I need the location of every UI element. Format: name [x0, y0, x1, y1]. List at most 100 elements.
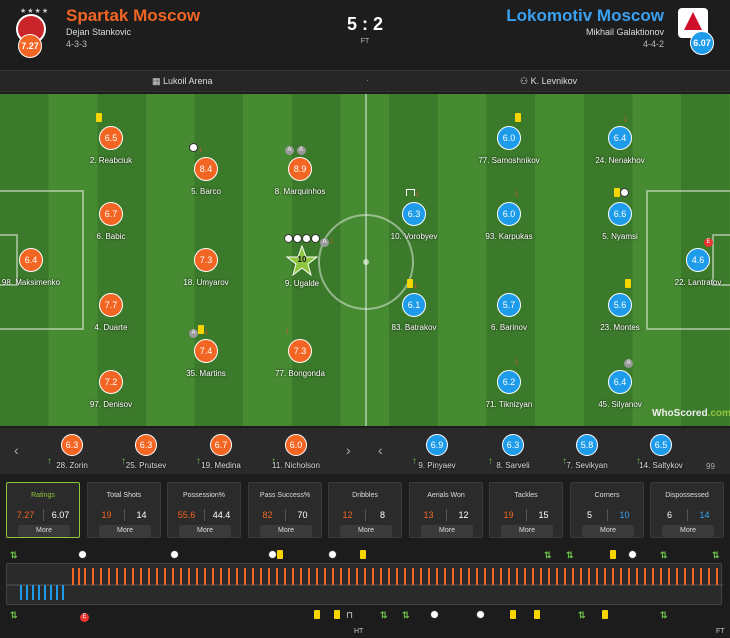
sub-player[interactable]: 5.8 7. Sevikyan ↑ [552, 434, 622, 470]
player-card[interactable]: 7.3 18. Umyarov [171, 248, 241, 287]
yellow-card-icon[interactable] [314, 610, 320, 621]
chevron-left-icon[interactable]: ‹ [14, 442, 19, 458]
player-card[interactable]: 6.4 98. Maksimenko [0, 248, 66, 287]
home-manager: Dejan Stankovic [66, 27, 132, 37]
goal-icon[interactable] [170, 550, 179, 561]
player-card[interactable]: 6.4 24. Nenakhov [585, 126, 655, 165]
stat-home: 82 [262, 510, 273, 520]
stat-aerials-won[interactable]: Aerials Won 13 12 More [409, 482, 483, 538]
player-card[interactable]: 6.4 45. Silyanov [585, 370, 655, 409]
stat-away: 6.07 [51, 510, 70, 520]
away-team-rating: 6.07 [690, 31, 714, 55]
more-button[interactable]: More [662, 525, 714, 537]
more-button[interactable]: More [582, 525, 634, 537]
yellow-card-icon[interactable] [610, 550, 616, 561]
player-card[interactable]: 7.7 4. Duarte [76, 293, 146, 332]
player-card[interactable]: 7.4 35. Martins [171, 339, 241, 378]
home-team-rating: 7.27 [18, 34, 42, 58]
yellow-card-icon[interactable] [360, 550, 366, 561]
stat-away: 44.4 [212, 510, 231, 520]
chevron-left-icon[interactable]: ‹ [378, 442, 383, 458]
player-card[interactable]: 4.6 22. Lantratov [663, 248, 730, 287]
sub-icon[interactable]: ⇅ [380, 610, 388, 620]
player-name: 18. Umyarov [183, 278, 229, 287]
goal-icon[interactable] [328, 550, 337, 561]
chevron-right-icon[interactable]: › [346, 442, 351, 458]
error-icon[interactable]: E [80, 610, 89, 622]
more-button[interactable]: More [340, 525, 392, 537]
goal-icon[interactable] [430, 610, 439, 621]
stat-home: 6 [666, 510, 672, 520]
stat-possession[interactable]: Possession% 55.6 44.4 More [167, 482, 241, 538]
sub-icon[interactable]: ⇅ [660, 610, 668, 620]
player-card[interactable]: 6.5 2. Reabciuk [76, 126, 146, 165]
sub-icon[interactable]: ⇅ [10, 550, 18, 560]
venue: ▦ Lukoil Arena [152, 76, 213, 86]
stat-divider [204, 509, 205, 521]
player-card[interactable]: 6.1 83. Batrakov [379, 293, 449, 332]
sub-player[interactable]: 6.3 8. Sarveli ↑ [478, 434, 548, 470]
stat-ratings[interactable]: Ratings 7.27 6.07 More [6, 482, 80, 538]
player-rating: 6.7 [99, 202, 123, 226]
away-crest-icon[interactable] [678, 8, 708, 38]
yellow-card-icon[interactable] [534, 610, 540, 621]
more-button[interactable]: More [18, 525, 70, 537]
stat-total-shots[interactable]: Total Shots 19 14 More [87, 482, 161, 538]
more-button[interactable]: More [421, 525, 473, 537]
player-card[interactable]: 6.6 5. Nyamsi [585, 202, 655, 241]
goal-icon[interactable] [78, 550, 87, 561]
sub-icon[interactable]: ⇅ [660, 550, 668, 560]
sub-player[interactable]: 6.9 9. Pinyaev ↑ [402, 434, 472, 470]
stat-dispossessed[interactable]: Dispossessed 6 14 More [650, 482, 724, 538]
stat-pass-success[interactable]: Pass Success% 82 70 More [248, 482, 322, 538]
player-card[interactable]: 8.4 5. Barco [171, 157, 241, 196]
sub-icon[interactable]: ⇅ [578, 610, 586, 620]
yellow-card-icon[interactable] [334, 610, 340, 621]
yellow-card-icon[interactable] [510, 610, 516, 621]
stat-dribbles[interactable]: Dribbles 12 8 More [328, 482, 402, 538]
player-card[interactable]: 6.3 10. Vorobyev [379, 202, 449, 241]
player-card[interactable]: 7.2 97. Denisov [76, 370, 146, 409]
substitutes-bar: ‹ 6.3 28. Zorin ↑ 6.3 25. Prutsev ↑ 6.7 … [0, 428, 730, 474]
more-button[interactable]: More [179, 525, 231, 537]
sub-icon[interactable]: ⇅ [544, 550, 552, 560]
player-name: 23. Montes [600, 323, 640, 332]
stat-home: 7.27 [16, 510, 35, 520]
more-button[interactable]: More [501, 525, 553, 537]
player-card[interactable]: 6.0 93. Karpukas [474, 202, 544, 241]
goal-icon[interactable] [628, 550, 637, 561]
home-team-name[interactable]: Spartak Moscow [66, 6, 201, 25]
more-button[interactable]: More [99, 525, 151, 537]
player-card[interactable]: 7.3 77. Bongonda [265, 339, 335, 378]
sub-player[interactable]: 6.0 11. Nicholson ↑ [261, 434, 331, 470]
player-card[interactable]: 8.9 8. Marquinhos [265, 157, 335, 196]
sub-player[interactable]: 6.3 28. Zorin ↑ [37, 434, 107, 470]
yellow-card-icon[interactable] [602, 610, 608, 621]
sub-player[interactable]: 6.3 25. Prutsev ↑ [111, 434, 181, 470]
player-card[interactable]: 6.0 77. Samoshnikov [474, 126, 544, 165]
momentum-chart [7, 568, 723, 600]
sub-icon[interactable]: ⇅ [402, 610, 410, 620]
player-card[interactable]: 6.7 6. Babic [76, 202, 146, 241]
goal-post-icon[interactable]: ⊓ [346, 610, 354, 620]
sub-icon[interactable]: ⇅ [10, 610, 18, 620]
card-goal-icon [614, 188, 629, 199]
sub-icon[interactable]: ⇅ [712, 550, 720, 560]
goal-icon[interactable] [476, 610, 485, 621]
momentum-track[interactable] [6, 563, 723, 605]
player-card[interactable]: 5.7 6. Barinov [474, 293, 544, 332]
away-team-name[interactable]: Lokomotiv Moscow [506, 6, 664, 25]
more-button[interactable]: More [260, 525, 312, 537]
stat-tackles[interactable]: Tackles 19 15 More [489, 482, 563, 538]
player-card[interactable]: 6.2 71. Tiknizyan [474, 370, 544, 409]
sub-player[interactable]: 6.7 19. Medina ↑ [186, 434, 256, 470]
player-card-motm[interactable]: 10 9. Ugalde [267, 245, 337, 288]
stat-corners[interactable]: Corners 5 10 More [570, 482, 644, 538]
player-name: 77. Bongonda [275, 369, 325, 378]
player-card[interactable]: 5.6 23. Montes [585, 293, 655, 332]
separator: · [366, 75, 369, 85]
sub-icon[interactable]: ⇅ [566, 550, 574, 560]
stat-divider [285, 509, 286, 521]
sub-player[interactable]: 6.5 14. Saltykov ↑ [626, 434, 696, 470]
goal-card-icon[interactable] [268, 550, 283, 561]
